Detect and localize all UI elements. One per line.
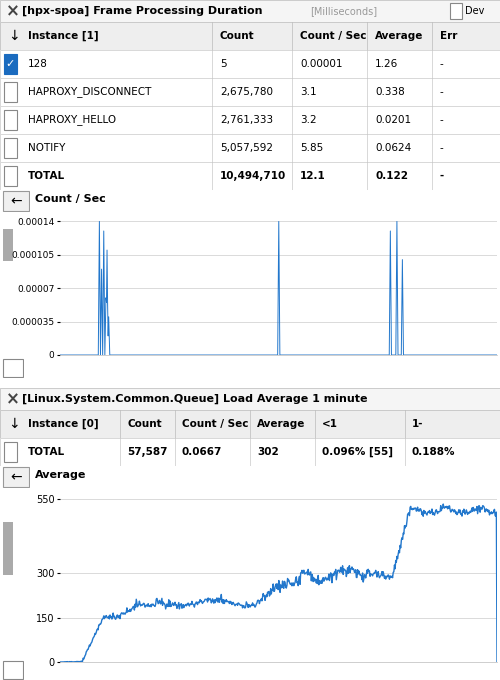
Text: 0.0624: 0.0624 xyxy=(375,143,411,153)
Text: ↓: ↓ xyxy=(8,417,20,431)
Bar xyxy=(4,442,17,462)
Bar xyxy=(3,229,13,260)
Text: Count / Sec: Count / Sec xyxy=(35,194,106,204)
Text: 3.1: 3.1 xyxy=(300,87,316,97)
Text: 1-: 1- xyxy=(412,419,424,429)
Text: 0.188%: 0.188% xyxy=(412,447,456,457)
Text: 128: 128 xyxy=(28,59,48,69)
Text: 1.26: 1.26 xyxy=(375,59,398,69)
Text: 0.096% [55]: 0.096% [55] xyxy=(322,447,393,457)
Text: ×: × xyxy=(6,2,20,20)
Text: NOTIFY: NOTIFY xyxy=(28,143,66,153)
Text: -: - xyxy=(440,171,444,181)
Text: 57,587: 57,587 xyxy=(127,447,168,457)
Text: -: - xyxy=(440,143,444,153)
Text: 0.00001: 0.00001 xyxy=(300,59,343,69)
Text: 0.0201: 0.0201 xyxy=(375,115,411,125)
Text: HAPROXY_DISCONNECT: HAPROXY_DISCONNECT xyxy=(28,86,152,97)
Text: Average: Average xyxy=(35,470,86,480)
Text: 2,761,333: 2,761,333 xyxy=(220,115,273,125)
Text: HAPROXY_HELLO: HAPROXY_HELLO xyxy=(28,114,116,125)
Text: -: - xyxy=(440,87,444,97)
Text: 0.122: 0.122 xyxy=(375,171,408,181)
Text: 3.2: 3.2 xyxy=(300,115,316,125)
Bar xyxy=(3,522,13,575)
Text: Count / Sec: Count / Sec xyxy=(182,419,248,429)
Text: TOTAL: TOTAL xyxy=(28,171,65,181)
Text: Average: Average xyxy=(375,31,424,41)
Text: Average: Average xyxy=(257,419,306,429)
Text: [Linux.System.Common.Queue] Load Average 1 minute: [Linux.System.Common.Queue] Load Average… xyxy=(22,394,368,404)
Text: 12.1: 12.1 xyxy=(300,171,326,181)
Text: Err: Err xyxy=(440,31,458,41)
Bar xyxy=(4,138,17,158)
Bar xyxy=(450,3,462,19)
Text: [hpx-spoa] Frame Processing Duration: [hpx-spoa] Frame Processing Duration xyxy=(22,6,262,16)
Text: ✓: ✓ xyxy=(6,59,15,69)
Bar xyxy=(4,166,17,186)
Text: Count: Count xyxy=(127,419,162,429)
Bar xyxy=(4,82,17,102)
Text: Dev: Dev xyxy=(465,6,484,16)
Text: 2,675,780: 2,675,780 xyxy=(220,87,273,97)
Text: -: - xyxy=(440,115,444,125)
Text: TOTAL: TOTAL xyxy=(28,447,65,457)
Text: -: - xyxy=(440,59,444,69)
Text: ←: ← xyxy=(10,194,22,208)
Text: 302: 302 xyxy=(257,447,279,457)
Text: [Milliseconds]: [Milliseconds] xyxy=(310,6,377,16)
Text: 5,057,592: 5,057,592 xyxy=(220,143,273,153)
Text: 0.0667: 0.0667 xyxy=(182,447,222,457)
Text: Instance [0]: Instance [0] xyxy=(28,419,98,429)
Bar xyxy=(4,54,17,74)
Bar xyxy=(4,110,17,130)
Text: ↓: ↓ xyxy=(8,29,20,43)
Text: 5.85: 5.85 xyxy=(300,143,323,153)
Text: 10,494,710: 10,494,710 xyxy=(220,171,286,181)
Text: ×: × xyxy=(6,390,20,408)
Text: Count / Sec: Count / Sec xyxy=(300,31,366,41)
Text: Count: Count xyxy=(220,31,254,41)
Text: ←: ← xyxy=(10,470,22,484)
Text: 0.338: 0.338 xyxy=(375,87,405,97)
Text: <1: <1 xyxy=(322,419,338,429)
Text: Instance [1]: Instance [1] xyxy=(28,31,98,41)
Text: 5: 5 xyxy=(220,59,226,69)
